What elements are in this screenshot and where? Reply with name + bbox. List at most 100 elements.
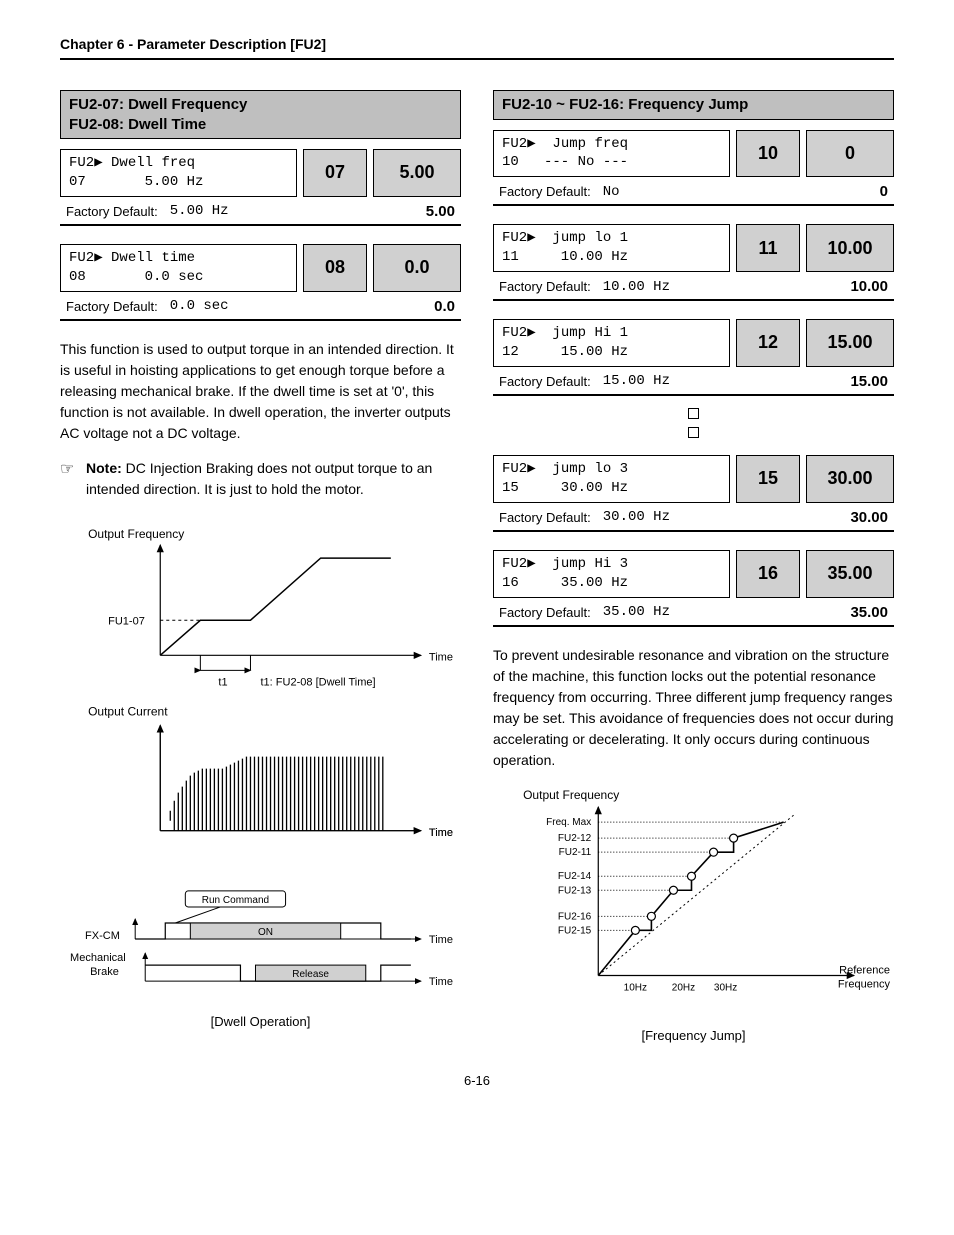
param-value: 15.00 xyxy=(806,319,894,367)
label-release: Release xyxy=(292,969,329,980)
label-fu212: FU2-12 xyxy=(558,833,592,844)
lcd-line: FU2▶ jump Hi 3 xyxy=(502,556,628,572)
param-value: 10.00 xyxy=(806,224,894,272)
param-row: FU2▶ jump lo 3 15 30.00 Hz 15 30.00 xyxy=(493,455,894,503)
label-fu211: FU2-11 xyxy=(559,847,592,858)
lcd-line: FU2▶ jump lo 1 xyxy=(502,230,628,246)
label-t1: t1 xyxy=(218,676,227,688)
lcd-line: 11 10.00 Hz xyxy=(502,249,628,265)
ellipsis-indicator xyxy=(493,406,894,445)
factory-default-row: Factory Default: 15.00 Hz 15.00 xyxy=(493,369,894,396)
lcd-line: FU2▶ jump Hi 1 xyxy=(502,325,628,341)
factory-default-value: 5.00 Hz xyxy=(170,203,426,219)
right-column: FU2-10 ~ FU2-16: Frequency Jump FU2▶ Jum… xyxy=(493,90,894,1043)
factory-default-bold: 0.0 xyxy=(434,298,455,315)
param-row: FU2▶ Dwell time 08 0.0 sec 08 0.0 xyxy=(60,244,461,292)
lcd-line: 10 --- No --- xyxy=(502,154,628,170)
lcd-display: FU2▶ jump Hi 1 12 15.00 Hz xyxy=(493,319,730,367)
left-column: FU2-07: Dwell Frequency FU2-08: Dwell Ti… xyxy=(60,90,461,1043)
label-mech-brake-l2: Brake xyxy=(90,966,119,978)
label-run-command: Run Command xyxy=(202,895,269,906)
label-t1-desc: t1: FU2-08 [Dwell Time] xyxy=(261,676,376,688)
factory-default-value: 15.00 Hz xyxy=(603,373,851,389)
factory-default-row: Factory Default: No 0 xyxy=(493,179,894,206)
note-block: ☞ Note: DC Injection Braking does not ou… xyxy=(60,458,461,500)
dwell-operation-diagram: Output Frequency Time FU1-07 t1 t1: FU2-… xyxy=(60,520,461,1001)
body-paragraph: To prevent undesirable resonance and vib… xyxy=(493,645,894,771)
label-ref-l2: Frequency xyxy=(838,978,891,990)
pointing-hand-icon: ☞ xyxy=(60,458,86,500)
lcd-line: 07 5.00 Hz xyxy=(69,174,203,190)
factory-default-bold: 15.00 xyxy=(850,373,888,390)
factory-default-label: Factory Default: xyxy=(499,374,591,389)
lcd-display: FU2▶ Dwell freq 07 5.00 Hz xyxy=(60,149,297,197)
param-row: FU2▶ Jump freq 10 --- No --- 10 0 xyxy=(493,130,894,178)
diagram-caption: [Frequency Jump] xyxy=(493,1028,894,1043)
leader-line xyxy=(175,907,220,923)
factory-default-row: Factory Default: 5.00 Hz 5.00 xyxy=(60,199,461,226)
label-output-frequency: Output Frequency xyxy=(523,788,619,802)
section-title-line: FU2-07: Dwell Frequency xyxy=(69,95,452,115)
factory-default-row: Factory Default: 30.00 Hz 30.00 xyxy=(493,505,894,532)
param-row: FU2▶ jump lo 1 11 10.00 Hz 11 10.00 xyxy=(493,224,894,272)
param-value: 30.00 xyxy=(806,455,894,503)
lcd-display: FU2▶ Jump freq 10 --- No --- xyxy=(493,130,730,178)
lcd-line: FU2▶ Jump freq xyxy=(502,136,628,152)
factory-default-bold: 0 xyxy=(880,183,888,200)
label-x-20hz: 20Hz xyxy=(672,982,695,993)
markers xyxy=(631,834,737,934)
square-icon xyxy=(688,408,699,419)
label-x-10hz: 10Hz xyxy=(624,982,647,993)
note-label: Note: xyxy=(86,460,122,476)
factory-default-label: Factory Default: xyxy=(499,184,591,199)
factory-default-bold: 5.00 xyxy=(426,203,455,220)
mask xyxy=(158,830,429,890)
label-x-30hz: 30Hz xyxy=(714,982,737,993)
lcd-line: FU2▶ Dwell time xyxy=(69,250,195,266)
param-number: 07 xyxy=(303,149,367,197)
factory-default-label: Factory Default: xyxy=(499,605,591,620)
reference-dashed-line xyxy=(598,815,793,975)
param-value: 5.00 xyxy=(373,149,461,197)
lcd-line: 08 0.0 sec xyxy=(69,269,203,285)
param-number: 10 xyxy=(736,130,800,178)
label-ref-l1: Reference xyxy=(839,964,890,976)
label-output-frequency: Output Frequency xyxy=(88,527,184,541)
diagram-caption: [Dwell Operation] xyxy=(60,1014,461,1029)
label-fu215: FU2-15 xyxy=(558,925,592,936)
factory-default-label: Factory Default: xyxy=(499,510,591,525)
factory-default-label: Factory Default: xyxy=(499,279,591,294)
factory-default-value: 0.0 sec xyxy=(170,298,434,314)
factory-default-value: 30.00 Hz xyxy=(603,509,851,525)
body-paragraph: This function is used to output torque i… xyxy=(60,339,461,444)
lcd-display: FU2▶ jump lo 3 15 30.00 Hz xyxy=(493,455,730,503)
lcd-display: FU2▶ Dwell time 08 0.0 sec xyxy=(60,244,297,292)
param-row: FU2▶ jump Hi 3 16 35.00 Hz 16 35.00 xyxy=(493,550,894,598)
square-icon xyxy=(688,427,699,438)
chapter-header: Chapter 6 - Parameter Description [FU2] xyxy=(60,36,894,60)
label-mech-brake-l1: Mechanical xyxy=(70,952,126,964)
label-time: Time xyxy=(429,651,453,663)
label-time: Time xyxy=(429,934,453,946)
label-fu213: FU2-13 xyxy=(558,885,592,896)
lcd-display: FU2▶ jump Hi 3 16 35.00 Hz xyxy=(493,550,730,598)
factory-default-label: Factory Default: xyxy=(66,299,158,314)
param-row: FU2▶ jump Hi 1 12 15.00 Hz 12 15.00 xyxy=(493,319,894,367)
label-output-current: Output Current xyxy=(88,704,168,718)
factory-default-bold: 30.00 xyxy=(850,509,888,526)
param-value: 0 xyxy=(806,130,894,178)
factory-default-value: 10.00 Hz xyxy=(603,279,851,295)
param-number: 15 xyxy=(736,455,800,503)
trace-output-frequency xyxy=(160,558,391,655)
param-number: 12 xyxy=(736,319,800,367)
lcd-line: FU2▶ Dwell freq xyxy=(69,155,195,171)
page-number: 6-16 xyxy=(60,1073,894,1088)
lcd-line: 16 35.00 Hz xyxy=(502,575,628,591)
factory-default-label: Factory Default: xyxy=(66,204,158,219)
factory-default-row: Factory Default: 0.0 sec 0.0 xyxy=(60,294,461,321)
lcd-line: FU2▶ jump lo 3 xyxy=(502,461,628,477)
factory-default-bold: 35.00 xyxy=(850,604,888,621)
label-time: Time xyxy=(429,976,453,988)
param-number: 16 xyxy=(736,550,800,598)
note-body: DC Injection Braking does not output tor… xyxy=(86,460,432,497)
